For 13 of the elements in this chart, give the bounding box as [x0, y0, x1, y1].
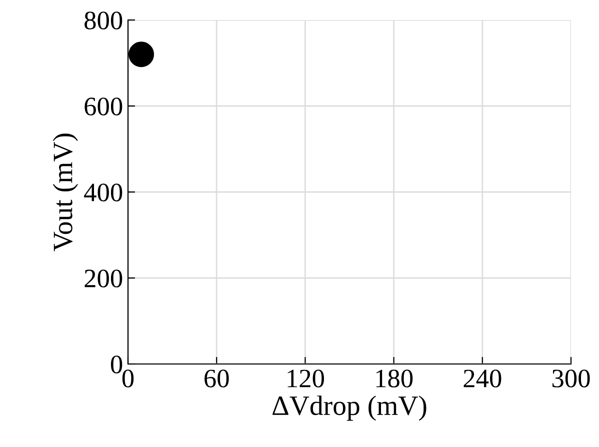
- y-tick-label: 200: [84, 270, 122, 288]
- x-tick-label: 0: [122, 370, 134, 388]
- y-tick-label: 0: [110, 356, 122, 374]
- y-tick-label: 400: [84, 184, 122, 202]
- y-tick-label: 800: [84, 12, 122, 30]
- y-axis-title: Vout (mV): [52, 134, 78, 252]
- x-tick-label: 240: [464, 370, 502, 388]
- y-tick-label: 600: [84, 98, 122, 116]
- x-tick-label: 300: [552, 370, 590, 388]
- x-tick-label: 60: [204, 370, 229, 388]
- x-axis-title: ΔVdrop (mV): [272, 396, 426, 421]
- x-tick-label: 180: [376, 370, 413, 388]
- x-tick-label: 120: [288, 370, 324, 388]
